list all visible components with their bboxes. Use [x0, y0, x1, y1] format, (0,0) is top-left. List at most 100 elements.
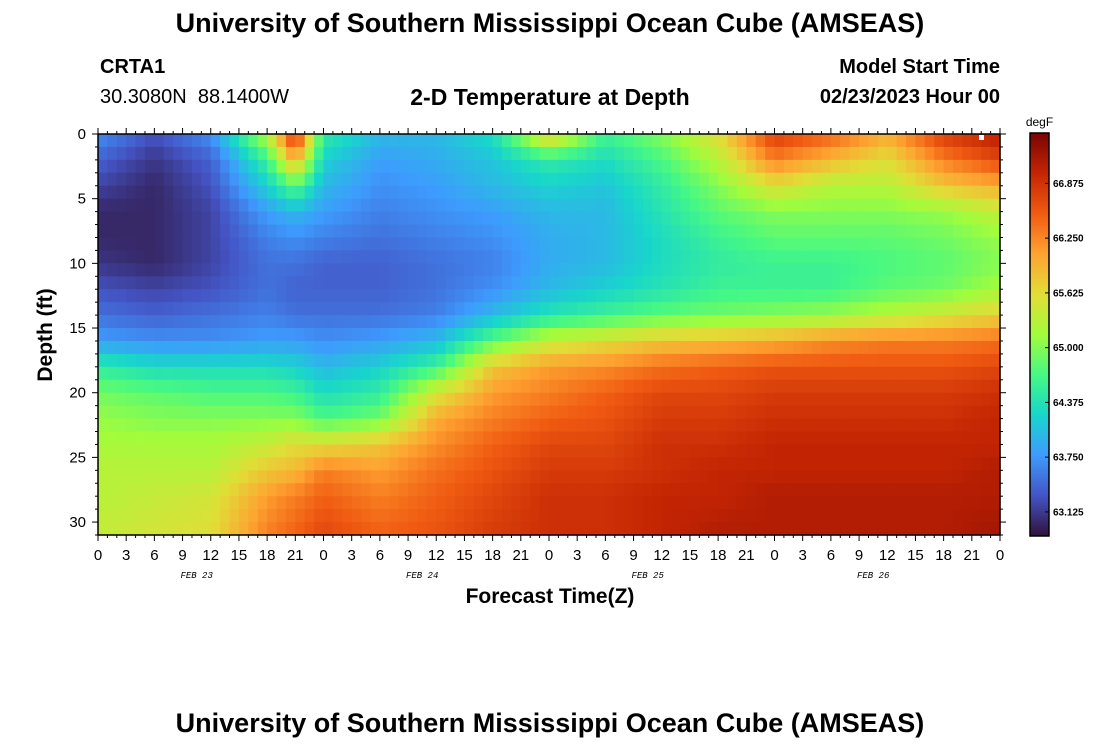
heat-cell: [332, 224, 343, 239]
heat-cell: [802, 496, 813, 510]
heat-cell: [116, 185, 127, 200]
heat-cell: [173, 263, 184, 277]
heat-cell: [238, 302, 249, 316]
heat-cell: [351, 276, 362, 290]
heat-cell: [671, 263, 682, 277]
heat-cell: [708, 405, 719, 420]
heat-cell: [520, 431, 531, 446]
heat-cell: [887, 470, 898, 484]
heat-cell: [238, 250, 249, 264]
heat-cell: [314, 418, 325, 433]
heat-cell: [285, 276, 296, 290]
heat-cell: [238, 237, 249, 252]
heat-cell: [107, 276, 118, 290]
heat-cell: [539, 444, 550, 458]
heat-cell: [783, 289, 794, 303]
heat-cell: [144, 457, 155, 471]
heat-cell: [765, 146, 776, 161]
heat-cell: [210, 366, 221, 381]
heat-cell: [98, 379, 108, 394]
heat-cell: [473, 198, 484, 213]
heat-cell: [877, 146, 888, 161]
heat-cell: [201, 134, 212, 148]
heat-cell: [567, 172, 578, 187]
heat-cell: [530, 431, 541, 446]
heat-cell: [981, 198, 992, 213]
heat-cell: [342, 211, 353, 226]
heat-cell: [990, 392, 1001, 407]
heat-cell: [765, 211, 776, 226]
heat-cell: [755, 276, 766, 290]
heat-cell: [746, 211, 757, 226]
heat-cell: [295, 211, 306, 226]
heat-cell: [361, 159, 372, 174]
heat-cell: [342, 379, 353, 394]
heat-cell: [689, 302, 700, 316]
heat-cell: [595, 470, 606, 484]
heat-cell: [990, 211, 1001, 226]
heat-cell: [577, 159, 588, 174]
heat-cell: [436, 431, 447, 446]
heat-cell: [126, 172, 137, 187]
heat-cell: [220, 457, 231, 471]
x-tick-label: 9: [629, 547, 637, 564]
heat-cell: [699, 379, 710, 394]
heat-cell: [323, 134, 334, 148]
heat-cell: [238, 134, 249, 148]
heat-cell: [163, 392, 174, 407]
heat-cell: [304, 146, 315, 161]
heat-cell: [586, 289, 597, 303]
heat-cell: [633, 134, 644, 148]
heat-cell: [812, 431, 823, 446]
heat-cell: [727, 237, 738, 252]
heat-cell: [755, 392, 766, 407]
heat-cell: [943, 405, 954, 420]
heat-cell: [361, 470, 372, 484]
heat-cell: [614, 496, 625, 510]
heat-cell: [389, 185, 400, 200]
heat-cell: [924, 496, 935, 510]
heat-cell: [924, 418, 935, 433]
heat-cell: [389, 289, 400, 303]
heat-cell: [624, 146, 635, 161]
heat-cell: [680, 444, 691, 458]
heat-cell: [652, 340, 663, 355]
x-tick-label: 15: [456, 547, 473, 564]
heat-cell: [765, 444, 776, 458]
heat-cell: [323, 159, 334, 174]
heat-cell: [163, 366, 174, 381]
heat-cell: [98, 159, 108, 174]
heat-cell: [671, 146, 682, 161]
heat-cell: [502, 366, 513, 381]
heat-cell: [361, 353, 372, 368]
heat-cell: [220, 198, 231, 213]
heat-cell: [107, 250, 118, 264]
heat-cell: [802, 418, 813, 433]
heat-cell: [332, 418, 343, 433]
heat-cell: [962, 302, 973, 316]
heat-cell: [962, 159, 973, 174]
heat-cell: [267, 185, 278, 200]
heat-cell: [736, 146, 747, 161]
heat-cell: [229, 483, 240, 497]
heat-cell: [567, 483, 578, 497]
heat-cell: [661, 431, 672, 446]
x-tick-label: 6: [601, 547, 609, 564]
heat-cell: [943, 444, 954, 458]
heat-cell: [173, 366, 184, 381]
heat-cell: [370, 353, 381, 368]
heat-cell: [736, 509, 747, 523]
heat-cell: [765, 457, 776, 471]
heat-cell: [267, 224, 278, 239]
heat-cell: [906, 496, 917, 510]
heat-cell: [220, 315, 231, 329]
heat-cell: [248, 496, 259, 510]
heat-cell: [379, 366, 390, 381]
heat-cell: [605, 185, 616, 200]
heat-cell: [981, 263, 992, 277]
heat-cell: [971, 353, 982, 368]
heat-cell: [520, 483, 531, 497]
heat-cell: [539, 340, 550, 355]
heat-cell: [812, 470, 823, 484]
